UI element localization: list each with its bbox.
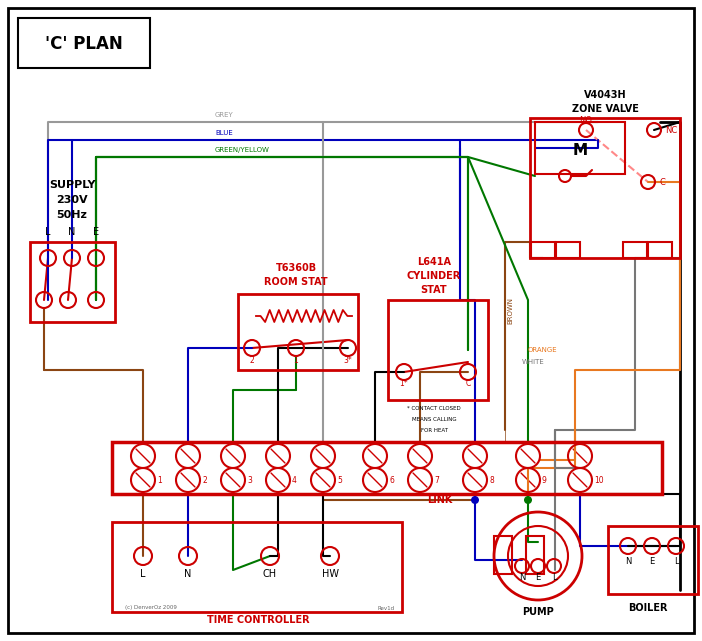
Text: 7: 7 — [434, 476, 439, 485]
Text: BROWN: BROWN — [507, 297, 513, 324]
Text: GREEN/YELLOW: GREEN/YELLOW — [215, 147, 270, 153]
Text: L: L — [45, 227, 51, 237]
Bar — [112, 522, 402, 612]
Circle shape — [524, 496, 532, 504]
Text: 1: 1 — [293, 356, 298, 365]
Text: CYLINDER: CYLINDER — [407, 271, 461, 281]
Text: NO: NO — [579, 115, 592, 124]
Text: M: M — [572, 142, 588, 158]
Text: Rev1d: Rev1d — [378, 606, 395, 610]
Text: SUPPLY: SUPPLY — [48, 180, 95, 190]
Bar — [535, 122, 625, 174]
Bar — [526, 536, 544, 574]
Text: BLUE: BLUE — [215, 130, 233, 136]
Text: 'C' PLAN: 'C' PLAN — [45, 35, 123, 53]
Text: V4043H: V4043H — [583, 90, 626, 100]
Text: 2: 2 — [202, 476, 207, 485]
Text: 3: 3 — [247, 476, 252, 485]
Text: 4: 4 — [292, 476, 297, 485]
Text: 1: 1 — [157, 476, 161, 485]
Text: T6360B: T6360B — [275, 263, 317, 273]
Text: ORANGE: ORANGE — [528, 347, 557, 353]
Text: 1*: 1* — [399, 378, 409, 388]
Bar — [530, 118, 680, 258]
Text: 3*: 3* — [343, 356, 352, 365]
Text: * CONTACT CLOSED: * CONTACT CLOSED — [407, 406, 461, 410]
Text: L: L — [674, 558, 678, 567]
Text: N: N — [185, 569, 192, 579]
Text: N: N — [68, 227, 76, 237]
Text: L: L — [552, 574, 556, 583]
Bar — [388, 300, 488, 400]
Text: N: N — [625, 558, 631, 567]
Text: CH: CH — [263, 569, 277, 579]
Text: BOILER: BOILER — [628, 603, 668, 613]
Bar — [18, 18, 150, 68]
Text: (c) DenverOz 2009: (c) DenverOz 2009 — [125, 606, 177, 610]
Text: L: L — [140, 569, 146, 579]
Text: PUMP: PUMP — [522, 607, 554, 617]
Bar — [30, 242, 115, 322]
Text: 10: 10 — [594, 476, 604, 485]
Text: 6: 6 — [389, 476, 394, 485]
Bar — [623, 242, 647, 258]
Text: E: E — [93, 227, 99, 237]
Text: ROOM STAT: ROOM STAT — [264, 277, 328, 287]
Bar — [608, 526, 698, 594]
Text: 8: 8 — [489, 476, 494, 485]
Text: WHITE: WHITE — [522, 359, 545, 365]
Bar — [648, 242, 672, 258]
Text: C: C — [660, 178, 666, 187]
Bar — [238, 294, 358, 370]
Text: STAT: STAT — [420, 285, 447, 295]
Text: LINK: LINK — [428, 495, 453, 505]
Text: 9: 9 — [542, 476, 547, 485]
Text: N: N — [519, 574, 525, 583]
Text: 5: 5 — [337, 476, 342, 485]
Text: 230V: 230V — [56, 195, 88, 205]
Text: 2: 2 — [250, 356, 254, 365]
Text: 50Hz: 50Hz — [57, 210, 88, 220]
Text: E: E — [649, 558, 655, 567]
Text: E: E — [536, 574, 541, 583]
Text: FOR HEAT: FOR HEAT — [420, 428, 447, 433]
Text: ZONE VALVE: ZONE VALVE — [571, 104, 638, 114]
Text: C: C — [465, 378, 470, 388]
Bar — [494, 536, 512, 574]
Bar — [112, 442, 662, 494]
Circle shape — [471, 496, 479, 504]
Text: GREY: GREY — [215, 112, 234, 118]
Text: L641A: L641A — [417, 257, 451, 267]
Text: MEANS CALLING: MEANS CALLING — [411, 417, 456, 422]
Text: NC: NC — [665, 126, 677, 135]
Text: HW: HW — [322, 569, 338, 579]
Bar — [531, 242, 555, 258]
Bar — [556, 242, 580, 258]
Text: TIME CONTROLLER: TIME CONTROLLER — [206, 615, 310, 625]
